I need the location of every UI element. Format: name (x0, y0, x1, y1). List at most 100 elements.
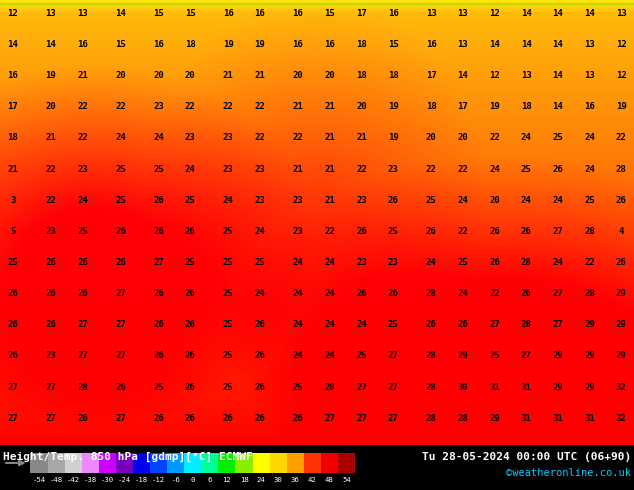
Text: 27: 27 (115, 320, 126, 329)
Text: 24: 24 (458, 289, 468, 298)
Text: 24: 24 (257, 477, 266, 483)
Bar (167, 453, 184, 473)
Text: 29: 29 (458, 351, 468, 361)
Text: 26: 26 (185, 289, 195, 298)
Text: 29: 29 (553, 351, 563, 361)
Text: 25: 25 (458, 258, 468, 267)
Text: 27: 27 (46, 383, 56, 392)
Bar (201, 453, 218, 473)
Bar (116, 453, 133, 473)
Text: 23: 23 (293, 196, 303, 205)
Text: 29: 29 (489, 414, 500, 423)
Text: 26: 26 (115, 258, 126, 267)
Text: 23: 23 (388, 258, 398, 267)
Text: 27: 27 (77, 320, 87, 329)
Text: 27: 27 (115, 289, 126, 298)
Text: 12: 12 (489, 9, 500, 18)
Text: 21: 21 (325, 165, 335, 173)
Text: 24: 24 (553, 258, 563, 267)
Text: 16: 16 (77, 40, 87, 49)
Text: 21: 21 (325, 102, 335, 111)
Text: 18: 18 (388, 71, 398, 80)
Text: 24: 24 (325, 320, 335, 329)
Text: 13: 13 (46, 9, 56, 18)
Text: 16: 16 (293, 9, 303, 18)
Text: 20: 20 (293, 71, 303, 80)
Text: 31: 31 (521, 383, 531, 392)
Text: Height/Temp. 850 hPa [gdmp][°C] ECMWF: Height/Temp. 850 hPa [gdmp][°C] ECMWF (3, 452, 253, 462)
Text: 15: 15 (153, 9, 164, 18)
Text: 23: 23 (46, 351, 56, 361)
Text: 32: 32 (616, 383, 626, 392)
Text: 23: 23 (356, 196, 366, 205)
Bar (287, 453, 304, 473)
Text: 26: 26 (8, 320, 18, 329)
Text: 23: 23 (185, 133, 195, 143)
Text: 25: 25 (388, 320, 398, 329)
Text: 12: 12 (223, 477, 231, 483)
Text: 27: 27 (553, 227, 563, 236)
Text: 26: 26 (153, 289, 164, 298)
Text: 22: 22 (46, 165, 56, 173)
Text: 23: 23 (388, 165, 398, 173)
Text: 27: 27 (153, 258, 164, 267)
Text: 36: 36 (291, 477, 300, 483)
Text: 13: 13 (426, 9, 436, 18)
Text: 20: 20 (185, 71, 195, 80)
Text: 23: 23 (223, 165, 233, 173)
Bar (304, 453, 321, 473)
Bar (65, 453, 82, 473)
Text: 26: 26 (616, 258, 626, 267)
Text: 26: 26 (115, 227, 126, 236)
Text: 19: 19 (616, 102, 626, 111)
Text: 26: 26 (185, 227, 195, 236)
Text: 29: 29 (553, 383, 563, 392)
Text: 19: 19 (255, 40, 265, 49)
Text: 22: 22 (46, 196, 56, 205)
Text: 25: 25 (223, 383, 233, 392)
Text: 30: 30 (274, 477, 283, 483)
Text: 17: 17 (458, 102, 468, 111)
Text: -24: -24 (118, 477, 131, 483)
Text: 25: 25 (585, 196, 595, 205)
Text: 13: 13 (521, 71, 531, 80)
Text: 24: 24 (77, 196, 87, 205)
Text: 24: 24 (223, 196, 233, 205)
Text: 21: 21 (255, 71, 265, 80)
Text: 28: 28 (426, 351, 436, 361)
Text: 4: 4 (619, 227, 624, 236)
Text: 27: 27 (356, 414, 366, 423)
Text: 26: 26 (153, 414, 164, 423)
Text: 14: 14 (553, 102, 563, 111)
Text: 25: 25 (223, 227, 233, 236)
Text: 17: 17 (8, 102, 18, 111)
Text: 25: 25 (115, 165, 126, 173)
Text: -48: -48 (49, 477, 63, 483)
Text: 20: 20 (458, 133, 468, 143)
Text: 48: 48 (325, 477, 333, 483)
Text: -30: -30 (101, 477, 114, 483)
Text: 24: 24 (585, 133, 595, 143)
Text: 25: 25 (388, 227, 398, 236)
Text: 12: 12 (616, 71, 626, 80)
Text: 14: 14 (585, 9, 595, 18)
Text: 21: 21 (8, 165, 18, 173)
Text: 26: 26 (356, 227, 366, 236)
Text: 12: 12 (489, 71, 500, 80)
Text: 26: 26 (489, 258, 500, 267)
Bar (338, 453, 355, 473)
Bar (82, 453, 99, 473)
Text: 24: 24 (293, 320, 303, 329)
Text: 31: 31 (489, 383, 500, 392)
Text: 14: 14 (521, 9, 531, 18)
Text: 24: 24 (293, 351, 303, 361)
Text: 23: 23 (255, 196, 265, 205)
Text: 26: 26 (388, 196, 398, 205)
Text: 19: 19 (46, 71, 56, 80)
Text: 22: 22 (255, 102, 265, 111)
Text: 22: 22 (458, 165, 468, 173)
Text: 25: 25 (356, 351, 366, 361)
Text: 12: 12 (8, 9, 18, 18)
Text: 14: 14 (553, 40, 563, 49)
Text: 6: 6 (207, 477, 212, 483)
